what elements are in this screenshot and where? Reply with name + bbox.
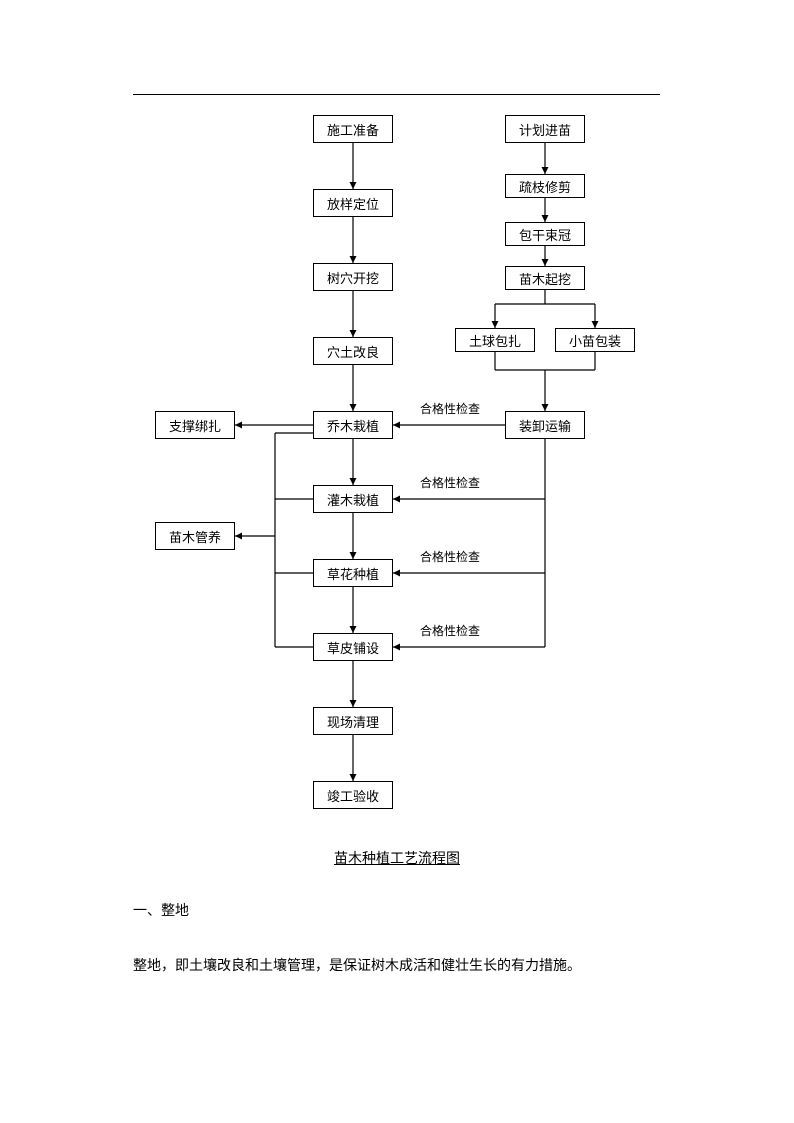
node-ball-binding: 土球包扎 (455, 328, 535, 352)
node-layout-positioning: 放样定位 (313, 189, 393, 217)
page-container: 施工准备 放样定位 树穴开挖 穴土改良 乔木栽植 灌木栽植 草花种植 草皮铺设 … (0, 0, 794, 1123)
node-lawn-laying: 草皮铺设 (313, 633, 393, 661)
node-seedling-maintenance: 苗木管养 (155, 522, 235, 550)
node-seedling-digging: 苗木起挖 (505, 266, 585, 290)
header-rule (133, 94, 660, 95)
inspection-label-2: 合格性检查 (420, 474, 480, 491)
node-site-cleanup: 现场清理 (313, 707, 393, 735)
inspection-label-1: 合格性检查 (420, 400, 480, 417)
node-tree-planting: 乔木栽植 (313, 411, 393, 439)
node-construction-prep: 施工准备 (313, 115, 393, 143)
node-pruning: 疏枝修剪 (505, 174, 585, 198)
node-pit-excavation: 树穴开挖 (313, 263, 393, 291)
node-seedling-plan: 计划进苗 (505, 115, 585, 143)
node-trunk-wrapping: 包干束冠 (505, 222, 585, 246)
diagram-caption: 苗木种植工艺流程图 (334, 848, 460, 868)
node-shrub-planting: 灌木栽植 (313, 485, 393, 513)
inspection-label-3: 合格性检查 (420, 548, 480, 565)
node-soil-improvement: 穴土改良 (313, 337, 393, 365)
node-completion-acceptance: 竣工验收 (313, 781, 393, 809)
node-flower-planting: 草花种植 (313, 559, 393, 587)
paragraph-text: 整地，即土壤改良和土壤管理，是保证树木成活和健壮生长的有力措施。 (133, 955, 693, 975)
section-heading: 一、整地 (133, 900, 189, 920)
node-support-binding: 支撑绑扎 (155, 411, 235, 439)
node-small-seedling-packing: 小苗包装 (555, 328, 635, 352)
node-loading-transport: 装卸运输 (505, 411, 585, 439)
inspection-label-4: 合格性检查 (420, 622, 480, 639)
